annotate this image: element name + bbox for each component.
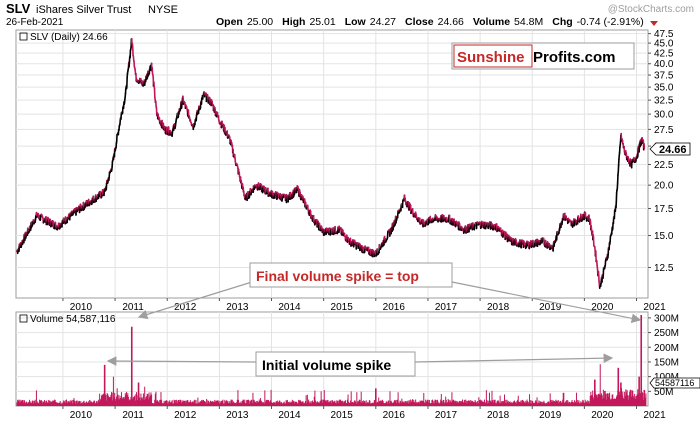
price-x-tick-label: 2010 xyxy=(70,302,93,313)
price-x-tick-label: 2016 xyxy=(383,302,406,313)
volume-x-tick-label: 2015 xyxy=(331,410,354,421)
brand-logo: Sunshine Profits.com xyxy=(452,43,634,69)
symbol-label: SLV xyxy=(6,1,31,16)
price-y-tick-label: 20.0 xyxy=(654,181,674,192)
quote-label-close: Close xyxy=(405,16,434,28)
brand-part1: Sunshine xyxy=(457,49,525,66)
volume-y-tick-label: 50M xyxy=(654,387,673,398)
price-y-tick-label: 32.5 xyxy=(654,96,674,107)
quote-value-close: 24.66 xyxy=(438,16,464,28)
price-x-tick-label: 2017 xyxy=(435,302,458,313)
brand-part2: Profits.com xyxy=(533,49,616,66)
volume-x-tick-label: 2020 xyxy=(591,410,614,421)
price-legend-text: SLV (Daily) 24.66 xyxy=(30,32,108,43)
price-x-tick-label: 2013 xyxy=(226,302,249,313)
volume-y-tick-label: 250M xyxy=(654,328,679,339)
price-x-tick-label: 2011 xyxy=(122,302,144,313)
price-last-tag: 24.66 xyxy=(650,143,690,156)
volume-last-tag: 54587116 xyxy=(650,378,700,388)
price-y-tick-label: 40.0 xyxy=(654,59,674,70)
volume-x-tick-label: 2014 xyxy=(278,410,301,421)
price-x-tick-label: 2015 xyxy=(331,302,354,313)
price-legend: SLV (Daily) 24.66 xyxy=(20,32,108,43)
volume-x-tick-label: 2018 xyxy=(487,410,510,421)
volume-x-tick-label: 2019 xyxy=(539,410,562,421)
volume-x-tick-label: 2016 xyxy=(383,410,406,421)
volume-x-axis: 2010 2011 2012 2013 2014 2015 2016 2017 2018 2019… xyxy=(63,406,666,421)
date-label: 26-Feb-2021 xyxy=(6,17,64,28)
down-arrow-icon xyxy=(650,21,658,26)
price-y-tick-label: 30.0 xyxy=(654,110,674,121)
price-y-tick-label: 42.5 xyxy=(654,49,674,60)
quote-label-low: Low xyxy=(345,16,367,28)
volume-x-tick-label: 2017 xyxy=(435,410,458,421)
initial-spike-label: Initial volume spike xyxy=(262,357,391,373)
price-y-tick-label: 15.0 xyxy=(654,231,674,242)
price-y-tick-label: 12.5 xyxy=(654,263,674,274)
volume-x-tick-label: 2011 xyxy=(122,410,144,421)
price-x-tick-label: 2018 xyxy=(487,302,510,313)
quote-value-volume: 54.8M xyxy=(514,16,543,28)
price-last-value: 24.66 xyxy=(659,144,687,156)
volume-x-tick-label: 2021 xyxy=(643,410,666,421)
volume-x-tick-label: 2012 xyxy=(174,410,197,421)
quote-value-open: 25.00 xyxy=(247,16,273,28)
volume-y-tick-label: 200M xyxy=(654,343,679,354)
price-x-tick-label: 2012 xyxy=(174,302,197,313)
volume-x-tick-label: 2013 xyxy=(226,410,249,421)
price-y-tick-label: 35.0 xyxy=(654,83,674,94)
price-y-tick-label: 17.5 xyxy=(654,204,674,215)
quote-label-volume: Volume xyxy=(473,16,510,28)
volume-last-value: 54587116 xyxy=(655,378,694,388)
volume-y-tick-label: 300M xyxy=(654,313,679,324)
quote-label-open: Open xyxy=(216,16,243,28)
chart-header: SLV iShares Silver Trust NYSE 26-Feb-202… xyxy=(6,1,694,28)
watermark: @StockCharts.com xyxy=(608,4,694,15)
exchange-label: NYSE xyxy=(148,4,178,16)
price-panel xyxy=(16,30,648,298)
volume-x-tick-label: 2010 xyxy=(70,410,93,421)
price-y-tick-label: 27.5 xyxy=(654,125,674,136)
quote-value-low: 24.27 xyxy=(370,16,396,28)
final-spike-label: Final volume spike = top xyxy=(256,268,419,284)
quote-label-high: High xyxy=(282,16,305,28)
fund-name: iShares Silver Trust xyxy=(36,4,131,16)
volume-legend: Volume 54,587,116 xyxy=(20,314,116,325)
price-x-tick-label: 2021 xyxy=(643,302,666,313)
quote-label-chg: Chg xyxy=(552,16,572,28)
quote-value-chg: -0.74 (-2.91%) xyxy=(577,16,644,28)
price-x-tick-label: 2014 xyxy=(278,302,301,313)
volume-y-tick-label: 150M xyxy=(654,357,679,368)
price-y-tick-label: 37.5 xyxy=(654,71,674,82)
price-y-tick-label: 22.5 xyxy=(654,160,674,171)
volume-legend-text: Volume 54,587,116 xyxy=(30,314,116,325)
quote-value-high: 25.01 xyxy=(309,16,335,28)
